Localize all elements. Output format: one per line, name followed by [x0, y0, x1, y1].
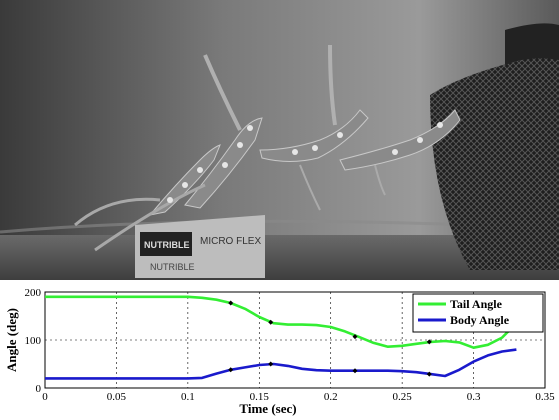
x-tick-label: 0.15 — [250, 391, 270, 403]
mesh-basket — [430, 23, 559, 270]
legend: Tail Angle Body Angle — [412, 293, 544, 333]
data-marker — [352, 368, 358, 374]
y-tick-label: 200 — [25, 287, 42, 299]
lizard-2-tail-up — [203, 54, 242, 131]
x-tick-label: 0.05 — [107, 391, 127, 403]
y-axis-title: Angle (deg) — [4, 308, 19, 372]
series-line-body-angle — [45, 348, 517, 380]
x-tick-label: 0.3 — [467, 391, 481, 403]
x-tick-label: 0.25 — [393, 391, 413, 403]
legend-label: Tail Angle — [450, 297, 503, 311]
x-axis-title: Time (sec) — [239, 401, 296, 416]
lizard-4 — [339, 109, 461, 171]
experiment-photo: NUTRIBLE MICRO FLEX NUTRIBLE — [0, 0, 559, 280]
x-axis-ticks: 0 0.05 0.1 0.15 0.2 0.25 0.3 0.35 — [42, 391, 555, 403]
box-label-2: MICRO FLEX — [200, 236, 261, 247]
angle-chart: 0 0.05 0.1 0.15 0.2 0.25 0.3 0.35 0 100 200 Time … — [4, 287, 555, 416]
y-tick-label: 0 — [36, 383, 42, 395]
box-label-3: NUTRIBLE — [150, 262, 195, 272]
x-tick-label: 0.1 — [181, 391, 195, 403]
data-marker — [228, 300, 234, 306]
y-axis-ticks: 0 100 200 — [25, 287, 42, 395]
lizard-1-tail — [74, 197, 161, 227]
x-tick-label: 0 — [42, 391, 48, 403]
x-tick-label: 0.2 — [324, 391, 338, 403]
data-marker — [352, 334, 358, 340]
x-tick-label: 0.35 — [535, 391, 555, 403]
series-line-tail-angle — [45, 295, 511, 349]
data-marker — [426, 371, 432, 377]
data-lines — [45, 295, 517, 380]
legend-box — [412, 293, 544, 333]
data-marker — [228, 367, 234, 373]
lizard-2-tail — [94, 183, 206, 252]
data-marker — [268, 361, 274, 367]
lizard-4-limbs — [299, 164, 386, 211]
lizard-spots — [167, 122, 443, 203]
legend-label: Body Angle — [450, 313, 510, 327]
y-tick-label: 100 — [25, 335, 42, 347]
data-marker — [268, 319, 274, 325]
lizard-3-tail — [328, 44, 337, 126]
data-marker — [426, 339, 432, 345]
box-label-1: NUTRIBLE — [144, 240, 190, 250]
lizard-1 — [148, 144, 221, 216]
lizard-3 — [259, 109, 369, 162]
launch-box: NUTRIBLE MICRO FLEX NUTRIBLE — [135, 215, 265, 278]
data-markers — [228, 300, 432, 377]
